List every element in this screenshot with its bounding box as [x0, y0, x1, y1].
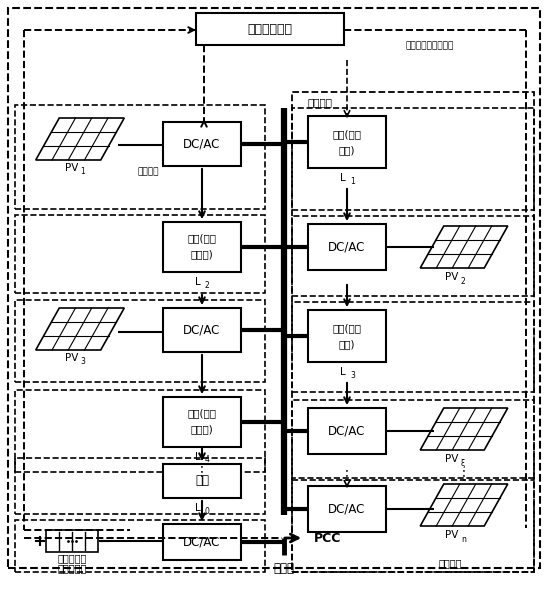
- Text: 其管理系统: 其管理系统: [58, 563, 87, 573]
- Text: 0: 0: [205, 507, 210, 516]
- Bar: [163, 222, 241, 272]
- Text: DC/AC: DC/AC: [328, 424, 366, 437]
- Text: 1: 1: [80, 166, 85, 175]
- Text: ⋮: ⋮: [457, 469, 471, 483]
- Bar: [163, 464, 241, 498]
- Polygon shape: [36, 308, 124, 350]
- Text: 1: 1: [350, 176, 355, 185]
- Bar: [308, 408, 386, 454]
- Bar: [308, 486, 386, 532]
- Text: 交流母线: 交流母线: [307, 97, 333, 107]
- Text: 3: 3: [80, 356, 85, 365]
- Text: 能量管理系统: 能量管理系统: [248, 22, 293, 36]
- Bar: [15, 520, 265, 572]
- Bar: [292, 478, 534, 572]
- Bar: [15, 215, 265, 293]
- Text: 4: 4: [205, 455, 210, 465]
- Text: 关键): 关键): [339, 145, 355, 155]
- Polygon shape: [420, 226, 508, 268]
- Text: L: L: [340, 367, 346, 377]
- Bar: [163, 308, 241, 352]
- Text: DC/AC: DC/AC: [184, 323, 221, 336]
- Text: 可切除): 可切除): [191, 249, 213, 259]
- Text: 储能电池及: 储能电池及: [58, 553, 87, 563]
- Text: L: L: [195, 277, 201, 287]
- Polygon shape: [420, 408, 508, 450]
- Text: PV: PV: [65, 163, 79, 173]
- Bar: [308, 310, 386, 362]
- Polygon shape: [36, 118, 124, 160]
- Text: PV: PV: [446, 272, 459, 282]
- Text: PV: PV: [446, 530, 459, 540]
- Bar: [308, 224, 386, 270]
- Bar: [163, 397, 241, 447]
- Text: 大电网: 大电网: [273, 561, 294, 574]
- Bar: [196, 13, 344, 45]
- Bar: [15, 390, 265, 472]
- Text: L: L: [340, 173, 346, 183]
- Text: PV: PV: [446, 454, 459, 464]
- Text: 直流母线: 直流母线: [137, 168, 159, 176]
- Bar: [292, 302, 534, 392]
- Text: ⋮: ⋮: [340, 469, 354, 483]
- Bar: [15, 105, 265, 209]
- Bar: [308, 116, 386, 168]
- Text: n: n: [461, 535, 466, 543]
- Text: 负载(居民: 负载(居民: [187, 408, 216, 418]
- Text: PCC: PCC: [314, 532, 341, 545]
- Bar: [15, 458, 265, 514]
- Text: 能源状态通讯控制线: 能源状态通讯控制线: [406, 41, 454, 50]
- Text: 负载(居民: 负载(居民: [333, 323, 362, 333]
- Text: L: L: [195, 452, 201, 462]
- Polygon shape: [420, 484, 508, 526]
- Bar: [292, 108, 534, 210]
- Bar: [292, 92, 534, 572]
- Text: 2: 2: [461, 276, 466, 285]
- Text: DC/AC: DC/AC: [328, 503, 366, 516]
- Text: ξ: ξ: [461, 458, 465, 468]
- Text: 可切除): 可切除): [191, 424, 213, 434]
- Text: ⋮: ⋮: [195, 465, 209, 479]
- Text: 3: 3: [350, 371, 355, 379]
- Bar: [163, 524, 241, 560]
- Text: 区域电网: 区域电网: [438, 558, 462, 568]
- Bar: [292, 216, 534, 296]
- Bar: [163, 122, 241, 166]
- Text: L: L: [195, 503, 201, 513]
- Bar: [15, 300, 265, 382]
- Text: DC/AC: DC/AC: [184, 536, 221, 549]
- Bar: [292, 400, 534, 480]
- Text: 负载(商业: 负载(商业: [187, 233, 216, 243]
- Bar: [46, 530, 98, 552]
- Text: 2: 2: [205, 281, 210, 289]
- Text: 负载: 负载: [195, 475, 209, 487]
- Text: DC/AC: DC/AC: [184, 137, 221, 150]
- Text: 关键): 关键): [339, 339, 355, 349]
- Text: 负载(商业: 负载(商业: [333, 129, 362, 139]
- Text: DC/AC: DC/AC: [328, 240, 366, 253]
- Text: PV: PV: [65, 353, 79, 363]
